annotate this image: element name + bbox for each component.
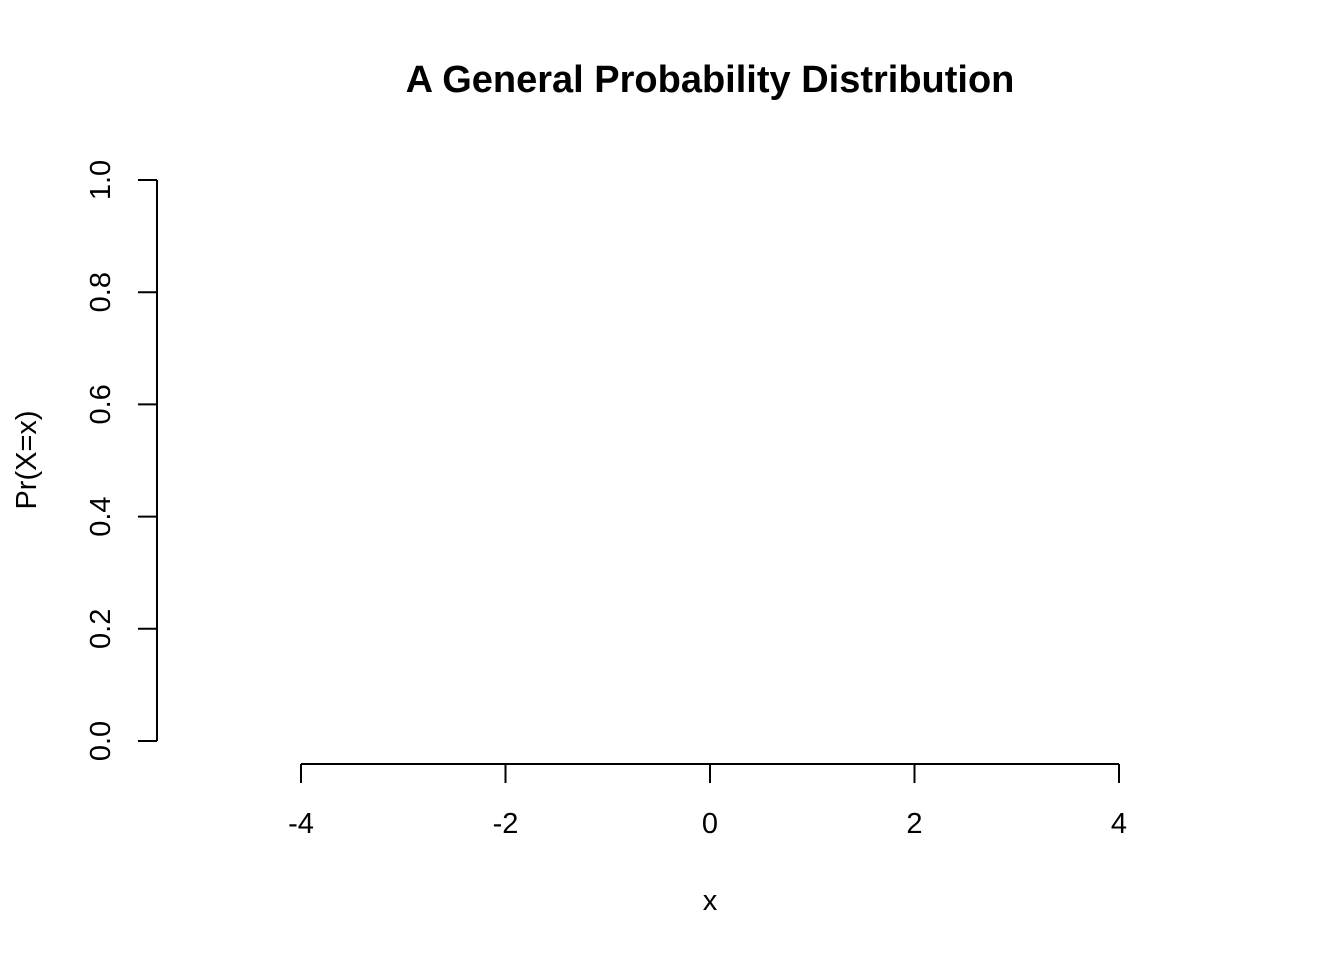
x-tick-label: 2: [906, 808, 922, 840]
x-axis: -4 -2 0 2 4: [288, 763, 1127, 840]
x-tick-label: 0: [702, 808, 718, 840]
y-tick-label: 0.2: [85, 609, 117, 649]
y-tick-label: 0.6: [85, 384, 117, 424]
x-tick-label: -4: [288, 808, 314, 840]
x-axis-label: x: [703, 885, 718, 917]
chart-title: A General Probability Distribution: [406, 59, 1015, 101]
y-tick-label: 0.0: [85, 721, 117, 761]
y-tick-label: 0.8: [85, 272, 117, 312]
y-tick-label: 1.0: [85, 160, 117, 200]
y-axis-label: Pr(X=x): [11, 410, 43, 509]
x-tick-label: 4: [1111, 808, 1127, 840]
y-axis: 0.0 0.2 0.4 0.6 0.8 1.0: [85, 160, 158, 761]
y-tick-label: 0.4: [85, 496, 117, 536]
x-tick-label: -2: [493, 808, 519, 840]
